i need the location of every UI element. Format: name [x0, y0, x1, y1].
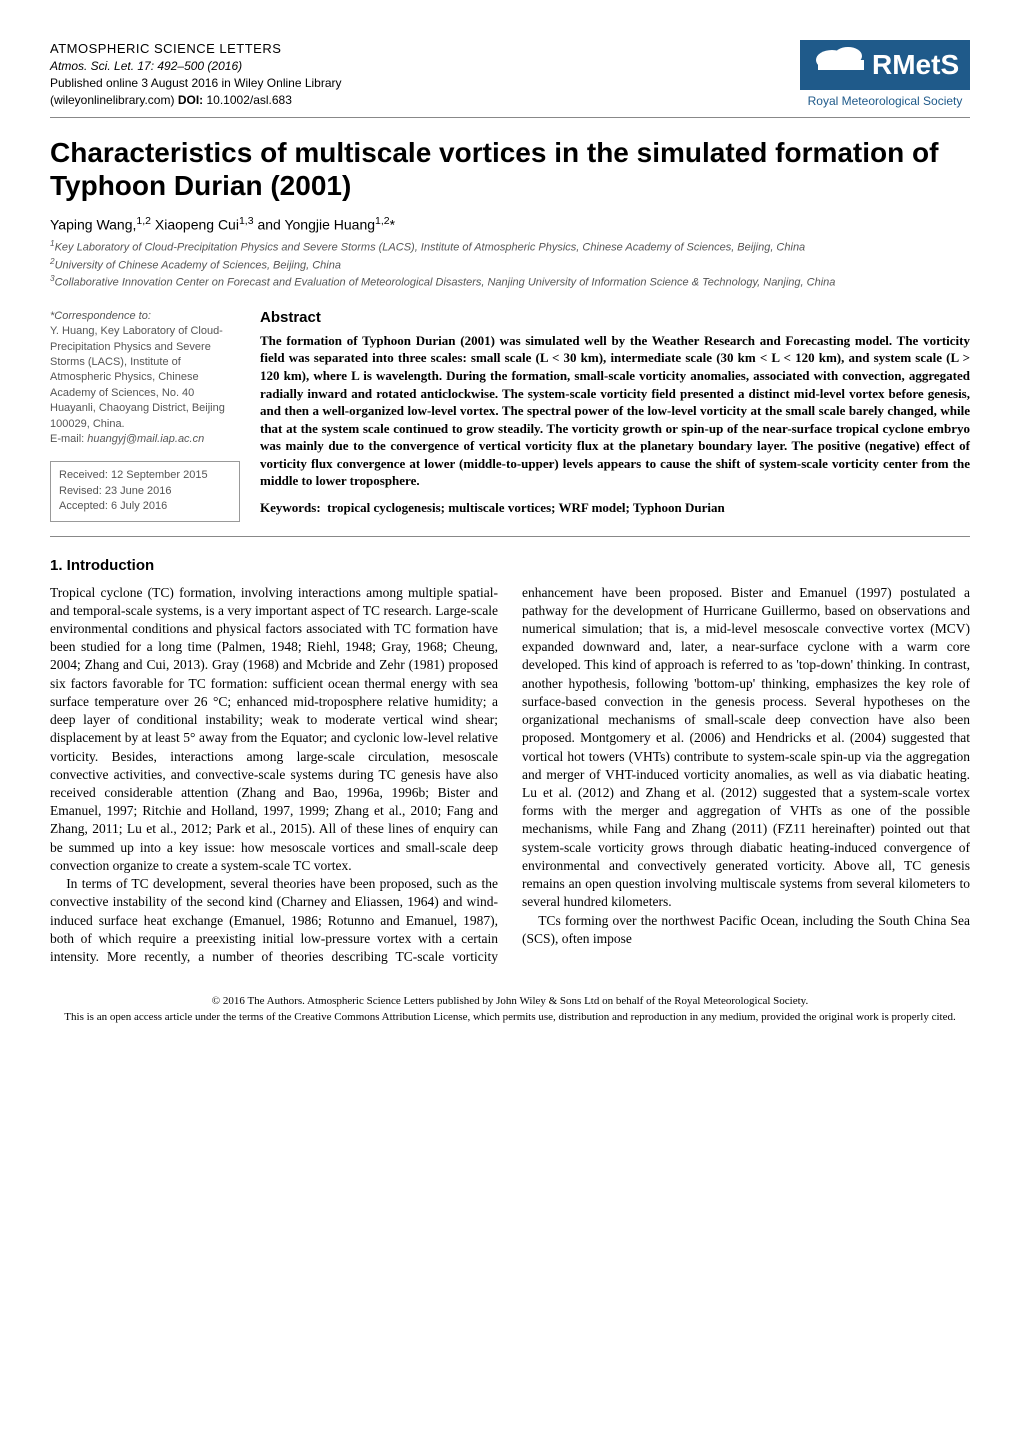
copyright-text: © 2016 The Authors. Atmospheric Science …: [212, 995, 808, 1007]
keywords-text: tropical cyclogenesis; multiscale vortic…: [327, 500, 725, 515]
abstract-text: The formation of Typhoon Durian (2001) w…: [260, 332, 970, 490]
page-header: ATMOSPHERIC SCIENCE LETTERS Atmos. Sci. …: [50, 40, 970, 109]
abstract-body: The formation of Typhoon Durian (2001) w…: [260, 333, 970, 488]
correspondence-body: Y. Huang, Key Laboratory of Cloud-Precip…: [50, 324, 240, 432]
affiliation-item: 1Key Laboratory of Cloud-Precipitation P…: [50, 238, 970, 256]
journal-pub-line: Published online 3 August 2016 in Wiley …: [50, 75, 342, 92]
abstract-heading: Abstract: [260, 309, 970, 326]
header-rule: [50, 117, 970, 118]
doi-value: 10.1002/asl.683: [203, 93, 292, 107]
publisher-logo-subtext: Royal Meteorological Society: [800, 94, 970, 108]
license-line: This is an open access article under the…: [50, 1010, 970, 1025]
correspondence-block: *Correspondence to: Y. Huang, Key Labora…: [50, 309, 240, 448]
journal-citation: Atmos. Sci. Let. 17: 492–500 (2016): [50, 58, 342, 75]
doi-prefix: (wileyonlinelibrary.com): [50, 93, 178, 107]
affiliation-list: 1Key Laboratory of Cloud-Precipitation P…: [50, 238, 970, 291]
intro-para-3: TCs forming over the northwest Pacific O…: [522, 912, 970, 948]
abstract-rule: [50, 536, 970, 537]
keywords-line: Keywords: tropical cyclogenesis; multisc…: [260, 500, 970, 516]
doi-label: DOI:: [178, 93, 203, 107]
keywords-label: Keywords:: [260, 500, 321, 515]
correspondence-label: *Correspondence to:: [50, 309, 240, 324]
article-title: Characteristics of multiscale vortices i…: [50, 136, 970, 203]
journal-info-block: ATMOSPHERIC SCIENCE LETTERS Atmos. Sci. …: [50, 40, 342, 109]
email-label: E-mail:: [50, 433, 87, 445]
rmets-logo-icon: RMetS: [800, 40, 970, 92]
affiliation-item: 2University of Chinese Academy of Scienc…: [50, 256, 970, 274]
svg-text:RMetS: RMetS: [872, 49, 959, 80]
copyright-line: © 2016 The Authors. Atmospheric Science …: [50, 994, 970, 1009]
intro-para-1: Tropical cyclone (TC) formation, involvi…: [50, 584, 498, 876]
abstract-column: Abstract The formation of Typhoon Durian…: [260, 309, 970, 522]
body-two-column: Tropical cyclone (TC) formation, involvi…: [50, 584, 970, 967]
date-revised: Revised: 23 June 2016: [59, 484, 231, 499]
correspondence-email: huangyj@mail.iap.ac.cn: [87, 433, 204, 445]
author-list: Yaping Wang,1,2 Xiaopeng Cui1,3 and Yong…: [50, 215, 970, 233]
dates-box: Received: 12 September 2015 Revised: 23 …: [50, 461, 240, 521]
meta-column: *Correspondence to: Y. Huang, Key Labora…: [50, 309, 240, 522]
publisher-logo: RMetS Royal Meteorological Society: [800, 40, 970, 108]
journal-name: ATMOSPHERIC SCIENCE LETTERS: [50, 40, 342, 58]
affiliation-item: 3Collaborative Innovation Center on Fore…: [50, 273, 970, 291]
date-received: Received: 12 September 2015: [59, 468, 231, 483]
correspondence-email-line: E-mail: huangyj@mail.iap.ac.cn: [50, 432, 240, 447]
journal-doi-line: (wileyonlinelibrary.com) DOI: 10.1002/as…: [50, 92, 342, 109]
page-footer: © 2016 The Authors. Atmospheric Science …: [50, 994, 970, 1025]
meta-abstract-row: *Correspondence to: Y. Huang, Key Labora…: [50, 309, 970, 522]
section-1-heading: 1. Introduction: [50, 557, 970, 574]
date-accepted: Accepted: 6 July 2016: [59, 499, 231, 514]
